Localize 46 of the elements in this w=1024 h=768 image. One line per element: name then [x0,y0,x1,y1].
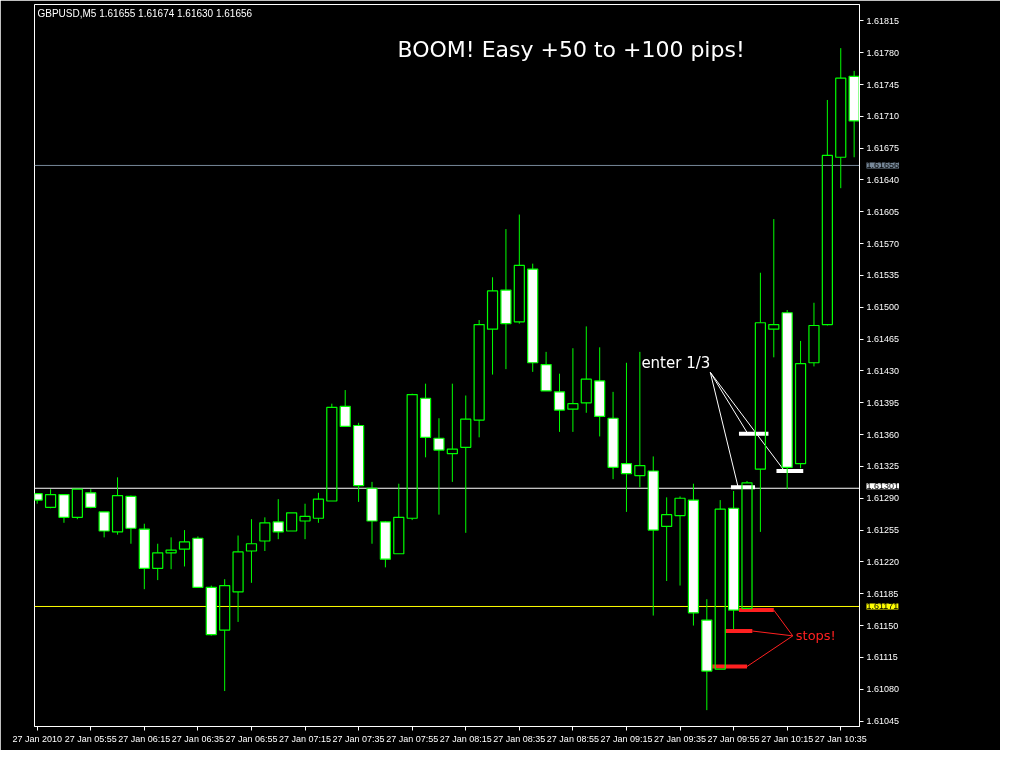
y-tick-label: 1.61815 [866,15,900,26]
y-tick-label: 1.61605 [866,206,900,217]
y-tick-label: 1.61640 [866,175,900,185]
y-tick-label: 1.61080 [866,684,900,695]
text: enter 1/3 [641,354,711,373]
ref-line-label: 1.61656 [866,160,900,171]
x-tick-label: 27 Jan 06:35 [171,733,224,744]
x-tick-label: 27 Jan 09:35 [654,733,707,744]
x-tick-label: 27 Jan 10:35 [814,733,867,744]
legend-label: stops! [795,628,836,644]
y-tick-label: 1.61325 [866,461,900,472]
x-tick-label: 27 Jan 07:55 [386,733,439,744]
x-tick-label: 27 Jan 05:55 [64,733,117,744]
annotation: BOOM! Easy +50 to +100 pips! [397,36,745,62]
x-tick-label: 27 Jan 08:15 [439,733,492,744]
y-tick-label: 1.61570 [866,238,900,249]
y-tick-label: 1.61675 [866,143,900,154]
y-tick-label: 1.61150 [866,620,899,631]
chart-title: GBPUSD,M5 1.61655 1.61674 1.61630 1.61656 [37,7,253,19]
x-tick-label: 27 Jan 06:15 [118,733,171,744]
x-tick-label: 27 Jan 09:15 [600,733,653,744]
y-tick-label: 1.61395 [866,397,900,408]
x-tick-label: 27 Jan 07:15 [279,733,332,744]
ref-line-label: 1.61301 [866,481,900,492]
y-tick-label: 1.61220 [866,556,900,567]
x-tick-label: 27 Jan 10:15 [761,733,814,744]
y-tick-label: 1.61255 [866,525,900,536]
y-tick-label: 1.61290 [866,493,900,504]
y-tick-label: 1.61500 [866,302,900,313]
x-tick-label: 27 Jan 09:55 [707,733,760,744]
y-tick-label: 1.61465 [866,334,900,345]
x-tick-label: 27 Jan 08:55 [546,733,599,744]
x-tick-label: 27 Jan 07:35 [332,733,385,744]
y-tick-label: 1.61780 [866,47,900,58]
y-tick-label: 1.61535 [866,270,900,281]
y-tick-label: 1.61185 [866,588,899,599]
x-tick-label: 27 Jan 06:55 [225,733,278,744]
y-tick-label: 1.61115 [866,652,898,663]
y-tick-label: 1.61045 [866,716,900,727]
y-tick-label: 1.61430 [866,365,900,376]
y-tick-label: 1.61360 [866,429,900,440]
x-tick-label: 27 Jan 2010 [12,733,62,744]
y-tick-label: 1.61745 [866,79,900,90]
ref-line-label: 1.61171 [866,601,899,612]
y-tick-label: 1.61710 [866,111,900,122]
x-tick-label: 27 Jan 08:35 [493,733,546,744]
